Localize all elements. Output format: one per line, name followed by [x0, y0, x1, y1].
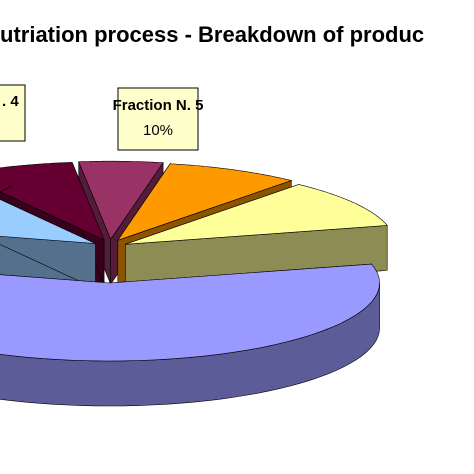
slice — [125, 184, 388, 245]
label-box — [0, 84, 26, 142]
chart-title: utriation process - Breakdown of produc — [0, 22, 424, 47]
slice — [0, 162, 105, 241]
slice — [0, 263, 380, 362]
label-box — [117, 87, 199, 151]
slice — [117, 163, 293, 241]
slice — [0, 199, 96, 244]
slice — [78, 160, 164, 240]
leader-line — [0, 185, 13, 193]
slice-label: Fraction N. 5 — [113, 97, 204, 114]
pie — [0, 160, 388, 407]
slice-value-label: 10% — [143, 122, 173, 139]
slice-label: . 4 — [2, 93, 19, 110]
